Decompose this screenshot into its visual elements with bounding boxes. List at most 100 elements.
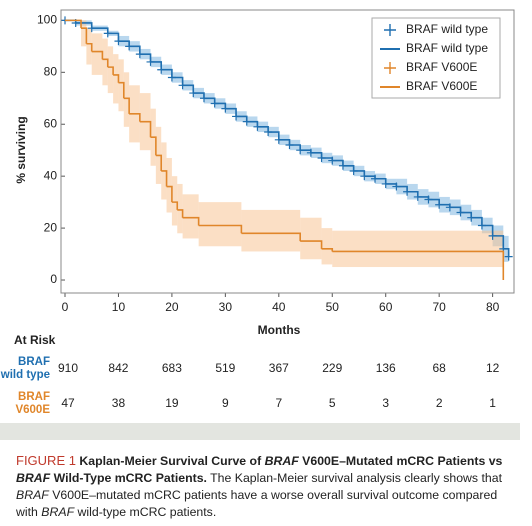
censor-mark xyxy=(296,146,305,155)
censor-mark xyxy=(328,156,337,165)
censor-mark xyxy=(456,208,465,217)
censor-mark xyxy=(403,187,412,196)
survival-step xyxy=(161,170,168,187)
survival-step xyxy=(182,216,200,226)
censor-mark xyxy=(167,73,176,82)
confidence-band xyxy=(86,28,92,65)
censor-mark xyxy=(381,179,390,188)
at-risk-count: 38 xyxy=(112,396,126,410)
survival-step xyxy=(139,120,152,138)
confidence-band xyxy=(182,194,199,239)
censor-mark xyxy=(189,89,198,98)
y-axis-label: % surviving xyxy=(14,116,28,183)
censor-mark xyxy=(349,166,358,175)
censor-mark xyxy=(285,141,294,150)
survival-step xyxy=(102,58,109,68)
caption-segment: BRAF xyxy=(41,505,75,519)
at-risk-row-label: BRAF xyxy=(18,356,50,368)
x-tick-label: 50 xyxy=(326,300,340,314)
x-tick-label: 10 xyxy=(112,300,126,314)
y-tick-label: 20 xyxy=(44,220,58,234)
caption-segment: V600E–Mutated mCRC Patients vs xyxy=(298,454,503,468)
survival-step xyxy=(332,250,505,281)
at-risk-count: 367 xyxy=(269,361,289,375)
censor-mark xyxy=(488,231,497,240)
confidence-band xyxy=(102,38,108,86)
legend-box xyxy=(371,17,501,99)
censor-mark xyxy=(135,50,144,59)
censor-mark xyxy=(371,174,380,183)
confidence-band xyxy=(177,183,183,234)
caption-segment: Wild-Type mCRC Patients. xyxy=(50,471,207,485)
at-risk-title: At Risk xyxy=(14,333,56,347)
survival-step xyxy=(150,136,157,156)
x-tick-label: 40 xyxy=(272,300,286,314)
censor-mark xyxy=(264,128,273,137)
survival-step xyxy=(300,240,323,249)
survival-step xyxy=(198,224,243,234)
censor-mark xyxy=(360,172,369,181)
censor-mark xyxy=(125,42,134,51)
censor-mark xyxy=(199,94,208,103)
caption-segment: wild-type mCRC patients. xyxy=(74,505,217,519)
y-tick-label: 0 xyxy=(50,272,57,286)
confidence-band xyxy=(300,217,322,260)
caption-segment: BRAF xyxy=(16,471,51,485)
survival-step xyxy=(86,42,93,52)
survival-step xyxy=(107,66,114,75)
censor-mark xyxy=(210,99,219,108)
confidence-band xyxy=(113,54,119,104)
x-tick-label: 30 xyxy=(219,300,233,314)
survival-step xyxy=(321,248,334,252)
y-tick-label: 40 xyxy=(44,168,58,182)
x-tick-label: 70 xyxy=(432,300,446,314)
legend-label: BRAF wild type xyxy=(406,22,488,36)
at-risk-count: 136 xyxy=(376,361,396,375)
caption: FIGURE 1 Kaplan-Meier Survival Curve of … xyxy=(16,452,516,521)
censor-mark xyxy=(445,203,454,212)
caption-segment: The Kaplan-Meier survival analysis clear… xyxy=(206,471,502,485)
at-risk-row-label: V600E xyxy=(15,404,50,416)
censor-mark xyxy=(232,112,241,121)
censor-mark xyxy=(114,37,123,46)
at-risk-row-label: wild type xyxy=(0,369,50,381)
legend-label: BRAF wild type xyxy=(406,41,488,55)
censor-mark xyxy=(392,182,401,191)
at-risk-count: 47 xyxy=(61,396,75,410)
survival-step xyxy=(241,232,301,242)
confidence-band xyxy=(241,209,301,252)
censor-mark xyxy=(467,213,476,222)
caption-segment: FIGURE 1 xyxy=(16,453,76,468)
confidence-band xyxy=(123,72,130,127)
censor-mark xyxy=(338,161,347,170)
survival-step xyxy=(166,185,173,203)
confidence-band xyxy=(81,20,87,47)
at-risk-count: 1 xyxy=(489,396,496,410)
at-risk-count: 910 xyxy=(58,361,78,375)
caption-segment: BRAF xyxy=(264,454,299,468)
caption-segment: Kaplan-Meier Survival Curve of xyxy=(75,454,265,468)
censor-mark xyxy=(103,29,112,38)
caption-bar xyxy=(0,423,520,440)
confidence-band xyxy=(332,230,504,268)
at-risk-count: 19 xyxy=(165,396,179,410)
censor-mark xyxy=(306,148,315,157)
confidence-band xyxy=(321,228,333,265)
survival-step xyxy=(81,27,88,44)
confidence-band xyxy=(198,202,242,247)
censor-mark xyxy=(435,200,444,209)
survival-step xyxy=(91,27,109,34)
legend-label: BRAF V600E xyxy=(406,60,477,74)
survival-step xyxy=(65,19,82,29)
x-tick-label: 0 xyxy=(62,300,69,314)
censor-mark xyxy=(87,24,96,33)
x-tick-label: 60 xyxy=(379,300,393,314)
at-risk-count: 3 xyxy=(382,396,389,410)
censor-mark xyxy=(424,195,433,204)
confidence-band xyxy=(166,157,172,213)
y-tick-label: 100 xyxy=(37,13,57,27)
confidence-band xyxy=(171,176,178,226)
censor-mark xyxy=(146,57,155,66)
at-risk-count: 68 xyxy=(432,361,446,375)
caption-segment: BRAF xyxy=(16,488,49,502)
